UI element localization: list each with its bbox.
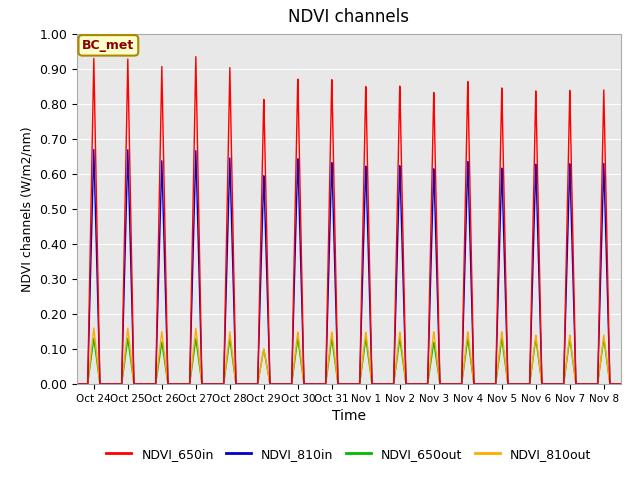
NDVI_810in (90, 146, 98, 152)
Line: NDVI_810out: NDVI_810out (77, 328, 621, 384)
Line: NDVI_650in: NDVI_650in (77, 57, 621, 384)
NDVI_810out (419, 381, 426, 387)
NDVI_650in (419, 381, 426, 387)
NDVI_810in (534, 233, 541, 239)
NDVI_650in (467, 209, 474, 215)
NDVI_650out (611, 381, 619, 387)
NDVI_650out (467, 356, 474, 361)
NDVI_810out (534, 348, 541, 354)
NDVI_650out (184, 381, 192, 387)
NDVI_810in (611, 381, 619, 387)
Title: NDVI channels: NDVI channels (288, 9, 410, 26)
NDVI_810in (617, 381, 625, 387)
NDVI_810in (73, 381, 81, 387)
Line: NDVI_810in: NDVI_810in (77, 149, 621, 384)
NDVI_650in (73, 381, 81, 387)
X-axis label: Time: Time (332, 409, 366, 423)
Legend: NDVI_650in, NDVI_810in, NDVI_650out, NDVI_810out: NDVI_650in, NDVI_810in, NDVI_650out, NDV… (101, 443, 596, 466)
NDVI_810in (467, 255, 474, 261)
NDVI_810out (184, 381, 192, 387)
NDVI_810out (611, 381, 619, 387)
NDVI_810out (90, 325, 98, 331)
NDVI_650in (184, 381, 192, 387)
NDVI_650in (192, 54, 200, 60)
NDVI_810out (617, 381, 625, 387)
NDVI_810out (73, 381, 81, 387)
NDVI_810in (184, 381, 192, 387)
NDVI_810out (501, 358, 509, 363)
NDVI_650out (501, 360, 509, 366)
NDVI_810out (467, 351, 474, 357)
NDVI_650out (419, 381, 426, 387)
NDVI_650in (501, 247, 509, 253)
NDVI_650in (611, 381, 619, 387)
NDVI_810in (501, 283, 509, 289)
Text: BC_met: BC_met (82, 39, 134, 52)
Line: NDVI_650out: NDVI_650out (77, 338, 621, 384)
NDVI_650out (617, 381, 625, 387)
NDVI_650out (90, 336, 98, 341)
NDVI_810in (419, 381, 426, 387)
NDVI_650in (534, 184, 541, 190)
NDVI_650out (534, 350, 541, 356)
Y-axis label: NDVI channels (W/m2/nm): NDVI channels (W/m2/nm) (20, 126, 33, 292)
NDVI_650out (73, 381, 81, 387)
NDVI_650in (617, 381, 625, 387)
